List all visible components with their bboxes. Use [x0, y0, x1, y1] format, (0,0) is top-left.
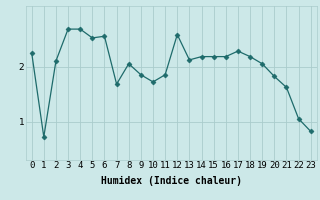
X-axis label: Humidex (Indice chaleur): Humidex (Indice chaleur)	[101, 176, 242, 186]
